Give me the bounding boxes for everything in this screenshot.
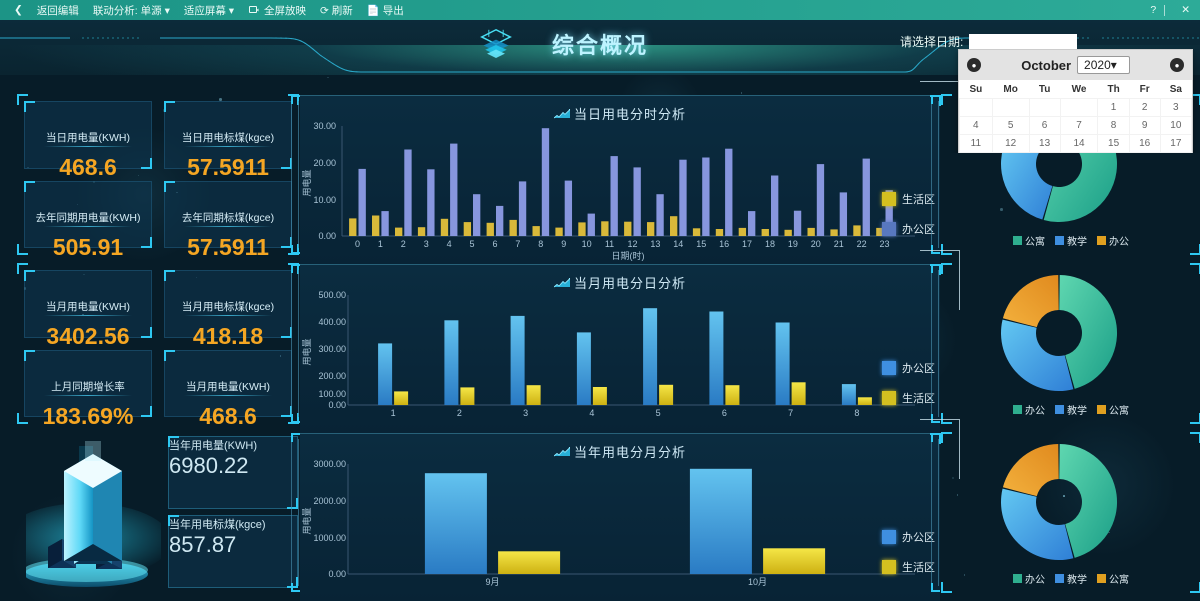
svg-text:200.00: 200.00 [318, 371, 346, 381]
svg-text:7: 7 [515, 239, 520, 249]
svg-text:10.00: 10.00 [313, 195, 336, 205]
svg-text:用电量: 用电量 [301, 507, 312, 534]
svg-text:30.00: 30.00 [313, 121, 336, 131]
svg-text:14: 14 [673, 239, 683, 249]
svg-text:2: 2 [457, 408, 462, 418]
svg-text:0.00: 0.00 [328, 400, 346, 410]
svg-text:11: 11 [605, 239, 614, 249]
svg-text:4: 4 [447, 239, 452, 249]
svg-text:16: 16 [719, 239, 729, 249]
svg-text:400.00: 400.00 [318, 317, 346, 327]
svg-text:用电量: 用电量 [301, 338, 312, 365]
svg-text:500.00: 500.00 [318, 290, 346, 300]
svg-text:6: 6 [722, 408, 727, 418]
svg-text:3000.00: 3000.00 [313, 459, 346, 469]
svg-text:0.00: 0.00 [328, 569, 346, 579]
svg-text:12: 12 [627, 239, 637, 249]
svg-text:3: 3 [424, 239, 429, 249]
svg-text:1000.00: 1000.00 [313, 533, 346, 543]
svg-text:0.00: 0.00 [318, 231, 336, 241]
svg-text:5: 5 [469, 239, 474, 249]
svg-text:8: 8 [538, 239, 543, 249]
svg-text:20.00: 20.00 [313, 158, 336, 168]
svg-text:日期(时): 日期(时) [612, 250, 645, 261]
svg-text:18: 18 [765, 239, 775, 249]
svg-text:5: 5 [656, 408, 661, 418]
svg-text:用电量: 用电量 [301, 169, 312, 196]
svg-text:9月: 9月 [485, 577, 499, 587]
svg-text:17: 17 [742, 239, 752, 249]
svg-text:15: 15 [696, 239, 706, 249]
svg-text:21: 21 [834, 239, 844, 249]
svg-text:1: 1 [391, 408, 396, 418]
svg-text:1: 1 [378, 239, 383, 249]
svg-text:10月: 10月 [748, 577, 767, 587]
svg-text:9: 9 [561, 239, 566, 249]
svg-text:2: 2 [401, 239, 406, 249]
svg-text:22: 22 [857, 239, 867, 249]
svg-text:10: 10 [582, 239, 592, 249]
svg-text:0: 0 [355, 239, 360, 249]
svg-text:4: 4 [589, 408, 594, 418]
svg-text:100.00: 100.00 [318, 389, 346, 399]
svg-text:300.00: 300.00 [318, 344, 346, 354]
svg-text:6: 6 [492, 239, 497, 249]
svg-text:20: 20 [811, 239, 821, 249]
svg-text:19: 19 [788, 239, 798, 249]
svg-text:8: 8 [854, 408, 859, 418]
svg-text:7: 7 [788, 408, 793, 418]
svg-text:3: 3 [523, 408, 528, 418]
svg-text:2000.00: 2000.00 [313, 496, 346, 506]
svg-text:13: 13 [650, 239, 660, 249]
